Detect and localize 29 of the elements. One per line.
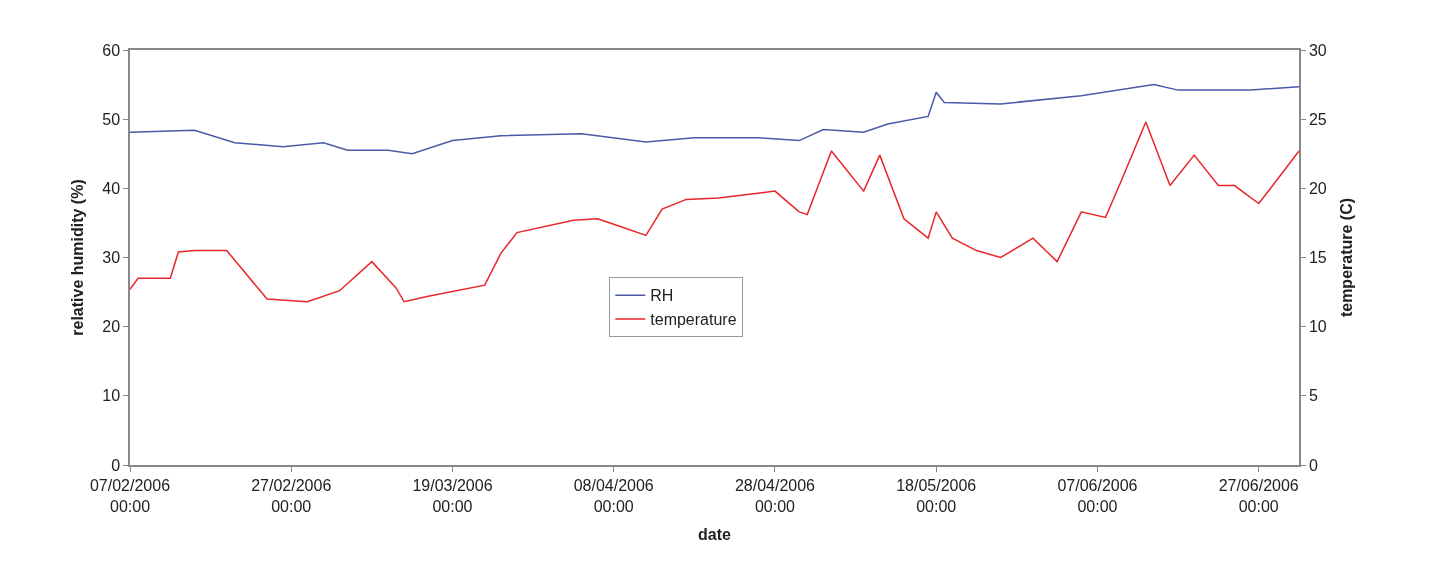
x-tick-label: 27/06/2006 00:00 — [1218, 476, 1299, 515]
y-tick-label: 40 — [102, 179, 121, 197]
x-tick-label: 18/05/2006 00:00 — [896, 476, 977, 515]
y2-tick-label: 25 — [1308, 110, 1327, 128]
x-tick-label: 08/04/2006 00:00 — [573, 476, 654, 515]
y2-tick-label: 0 — [1308, 456, 1318, 474]
legend-label: RH — [650, 287, 674, 305]
y-tick-label: 0 — [111, 456, 121, 474]
y2-tick-label: 20 — [1308, 179, 1327, 197]
y-tick-label: 50 — [102, 110, 121, 128]
x-tick-label: 07/06/2006 00:00 — [1057, 476, 1138, 515]
y2-tick-label: 30 — [1308, 41, 1327, 59]
y-tick-label: 10 — [102, 387, 121, 405]
y-tick-label: 60 — [102, 41, 121, 59]
y2-tick-label: 5 — [1308, 387, 1318, 405]
legend-label: temperature — [650, 311, 737, 329]
line-series — [130, 83, 1299, 155]
y2-tick-label: 15 — [1308, 249, 1327, 267]
y2-tick-label: 10 — [1308, 318, 1327, 336]
x-tick-label: 07/02/2006 00:00 — [89, 476, 171, 515]
y-axis-title: relative humidity (%) — [68, 179, 86, 336]
y-tick-label: 20 — [102, 318, 121, 336]
y-tick-label: 30 — [102, 249, 121, 267]
x-tick-label: 27/02/2006 00:00 — [251, 476, 332, 515]
x-tick-label: 19/03/2006 00:00 — [412, 476, 493, 515]
line-series — [130, 121, 1299, 303]
x-tick-label: 28/04/2006 00:00 — [734, 476, 816, 515]
y2-axis-title: temperature (C) — [1338, 197, 1356, 318]
x-axis-title: date — [698, 525, 732, 543]
